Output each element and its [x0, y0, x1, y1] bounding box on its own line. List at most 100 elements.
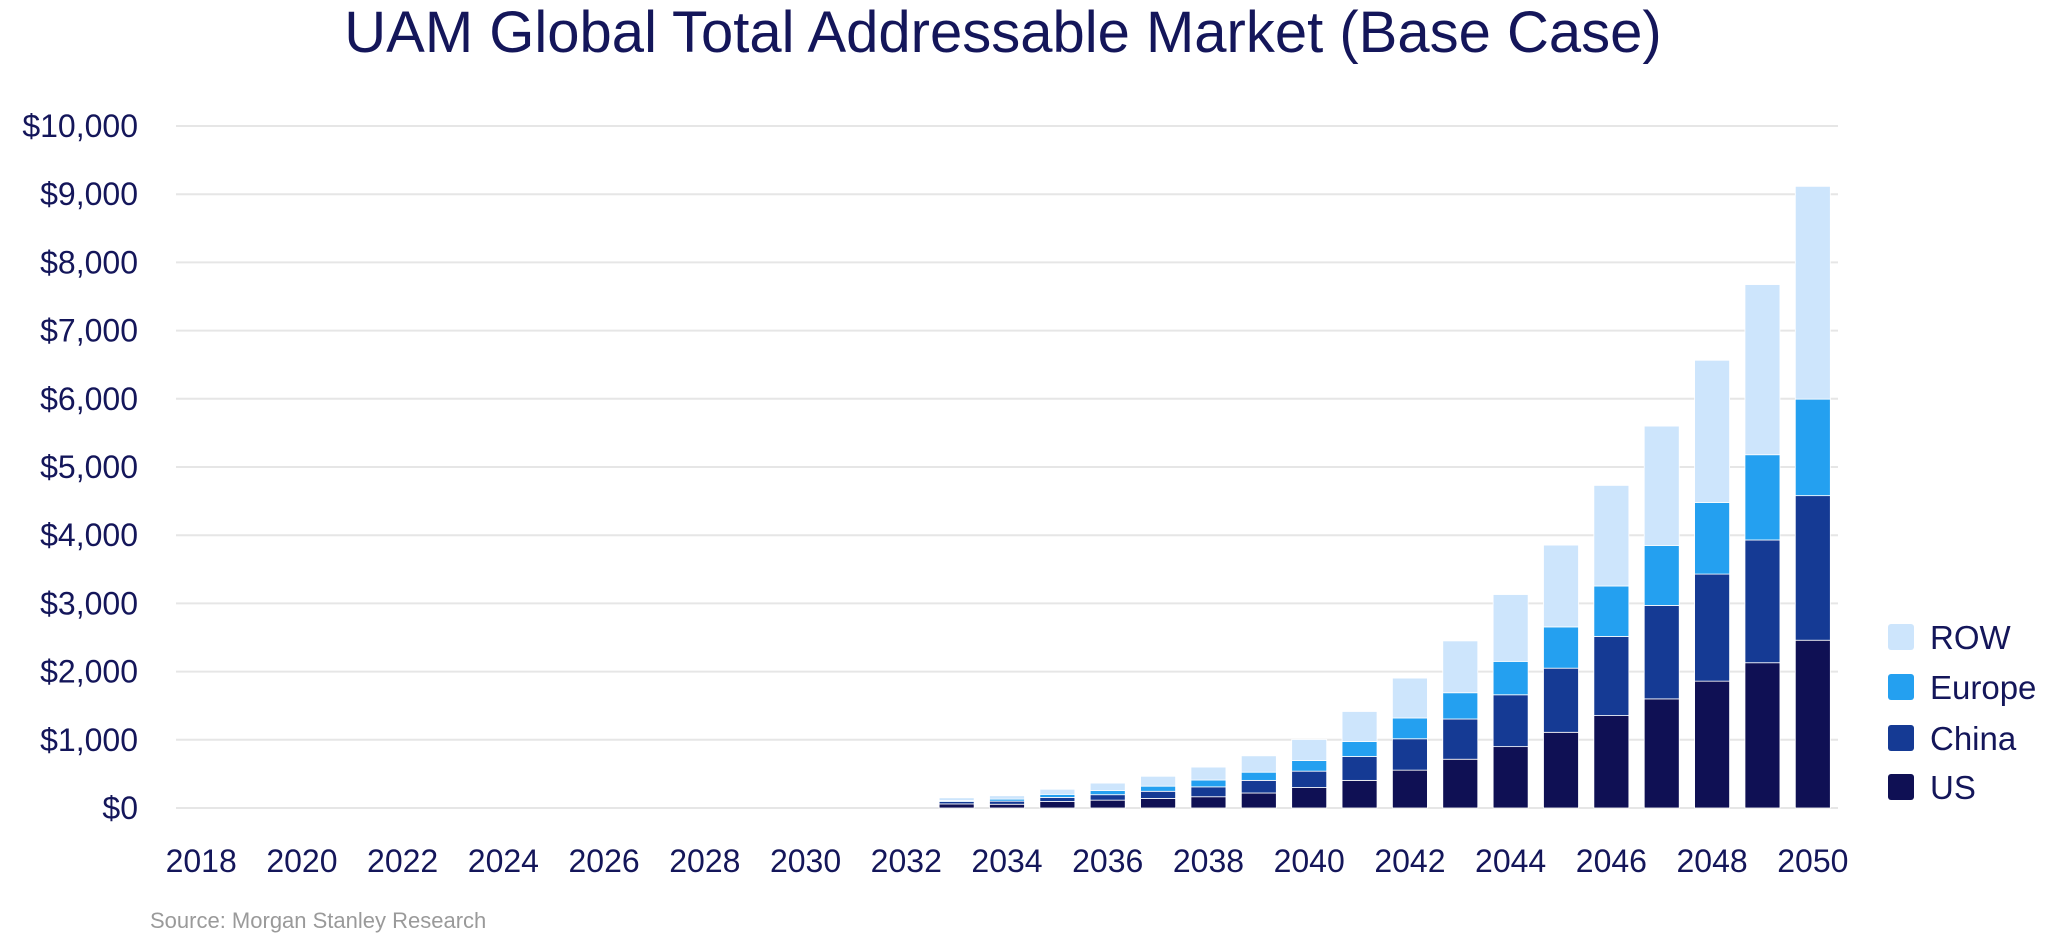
bar-segment-china	[1543, 667, 1579, 733]
bar-segment-us	[1140, 798, 1176, 809]
x-tick-label: 2046	[1576, 843, 1647, 879]
bar-segment-europe	[1694, 502, 1730, 575]
y-tick-label: $4,000	[40, 517, 138, 553]
x-tick-label: 2038	[1173, 843, 1244, 879]
x-tick-label: 2044	[1475, 843, 1546, 879]
bar-segment-row	[1744, 284, 1781, 456]
bar-segment-europe	[1794, 398, 1831, 497]
bars	[938, 185, 1831, 809]
bar-segment-europe	[1190, 779, 1227, 788]
bar-segment-china	[1089, 794, 1126, 801]
bar-segment-row	[1341, 711, 1378, 742]
bar-segment-europe	[1543, 626, 1579, 669]
x-tick-label: 2050	[1777, 843, 1848, 879]
bar-segment-us	[1744, 662, 1781, 809]
x-tick-label: 2048	[1676, 843, 1747, 879]
bar-segment-us	[1089, 799, 1126, 809]
bar-segment-europe	[1341, 741, 1378, 757]
y-tick-label: $7,000	[40, 313, 138, 349]
bar-segment-us	[1643, 698, 1680, 809]
bar-segment-china	[989, 800, 1025, 805]
bar-segment-row	[938, 797, 975, 801]
y-tick-label: $5,000	[40, 449, 138, 485]
x-tick-label: 2026	[568, 843, 639, 879]
bar-segment-us	[989, 803, 1025, 809]
legend: ROW Europe China US	[1888, 619, 2036, 806]
bar-segment-europe	[1442, 692, 1479, 720]
source-note: Source: Morgan Stanley Research	[150, 908, 486, 933]
bar-segment-china	[1190, 786, 1227, 798]
y-tick-label: $1,000	[40, 722, 138, 758]
legend-swatch-europe	[1888, 674, 1914, 700]
legend-label-china: China	[1930, 720, 2017, 757]
bar-segment-row	[1593, 485, 1630, 587]
bar-segment-us	[1794, 639, 1831, 809]
bar-segment-europe	[1492, 660, 1529, 696]
bar-segment-europe	[1089, 790, 1126, 796]
x-axis-ticks: 2018 2020 2022 2024 2026 2028 2030 2032 2034 2036…	[166, 843, 1849, 879]
legend-swatch-row	[1888, 624, 1914, 650]
bar-segment-row	[1140, 775, 1176, 787]
y-tick-label: $3,000	[40, 585, 138, 621]
bar-segment-europe	[1039, 793, 1076, 798]
x-tick-label: 2024	[468, 843, 539, 879]
bar-segment-us	[1039, 801, 1076, 809]
bar-segment-us	[1341, 779, 1378, 809]
bar-segment-europe	[1392, 717, 1428, 740]
y-tick-label: $9,000	[40, 176, 138, 212]
bar-segment-us	[1392, 769, 1428, 809]
chart-title: UAM Global Total Addressable Market (Bas…	[344, 0, 1661, 65]
legend-label-europe: Europe	[1930, 669, 2036, 706]
y-tick-label: $6,000	[40, 381, 138, 417]
bar-segment-row	[989, 795, 1025, 800]
x-tick-label: 2032	[871, 843, 942, 879]
bar-segment-europe	[1744, 454, 1781, 541]
bar-segment-europe	[1240, 771, 1277, 781]
bar-segment-china	[1291, 770, 1328, 788]
y-axis-ticks: $0 $1,000 $2,000 $3,000 $4,000 $5,000 $6,000 $7…	[22, 108, 138, 826]
bar-segment-us	[1593, 715, 1630, 809]
bar-segment-row	[1543, 544, 1579, 628]
x-tick-label: 2036	[1072, 843, 1143, 879]
bar-segment-china	[1794, 495, 1831, 641]
bar-segment-china	[1694, 573, 1730, 682]
y-tick-label: $8,000	[40, 244, 138, 280]
bar-segment-china	[1392, 738, 1428, 771]
bar-segment-row	[1643, 425, 1680, 546]
bar-segment-europe	[1140, 785, 1176, 792]
bar-segment-china	[1744, 539, 1781, 664]
bar-segment-europe	[1291, 760, 1328, 772]
bar-segment-china	[1341, 756, 1378, 781]
bar-segment-us	[1190, 796, 1227, 809]
x-tick-label: 2042	[1374, 843, 1445, 879]
bar-segment-us	[1442, 758, 1479, 809]
bar-segment-us	[1543, 731, 1579, 809]
x-tick-label: 2022	[367, 843, 438, 879]
bar-segment-row	[1392, 677, 1428, 719]
bar-segment-china	[1593, 636, 1630, 716]
bar-segment-china	[1140, 790, 1176, 799]
y-tick-label: $0	[102, 790, 138, 826]
y-tick-label: $2,000	[40, 654, 138, 690]
x-tick-label: 2040	[1274, 843, 1345, 879]
bar-segment-china	[1240, 779, 1277, 794]
bar-segment-row	[1089, 782, 1126, 792]
gridlines	[176, 125, 1838, 809]
legend-label-row: ROW	[1930, 619, 2012, 656]
x-tick-label: 2034	[971, 843, 1042, 879]
bar-segment-row	[1492, 594, 1529, 662]
bar-segment-china	[1492, 694, 1529, 748]
x-tick-label: 2020	[266, 843, 337, 879]
legend-swatch-us	[1888, 774, 1914, 800]
bar-segment-europe	[1593, 585, 1630, 637]
bar-segment-china	[1039, 797, 1076, 802]
bar-segment-us	[1240, 792, 1277, 809]
legend-swatch-china	[1888, 725, 1914, 751]
x-tick-label: 2028	[669, 843, 740, 879]
bar-segment-china	[1442, 718, 1479, 760]
bar-segment-row	[1442, 640, 1479, 694]
legend-label-us: US	[1930, 769, 1976, 806]
x-tick-label: 2030	[770, 843, 841, 879]
bar-segment-row	[1039, 788, 1076, 795]
bar-segment-row	[1291, 739, 1328, 762]
